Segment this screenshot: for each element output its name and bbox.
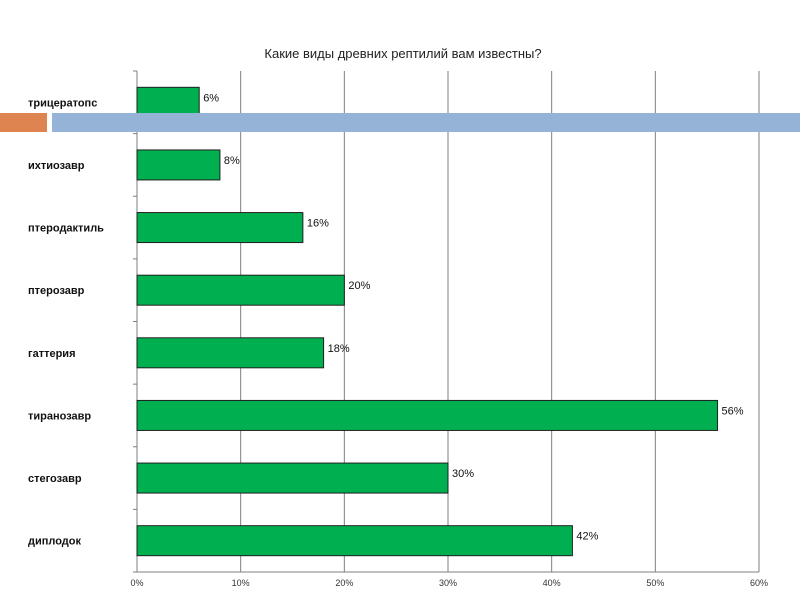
x-tick-label: 20% xyxy=(335,578,353,588)
accent-bar-blue xyxy=(52,113,800,132)
category-label: трицератопс xyxy=(28,97,97,109)
value-label: 20% xyxy=(348,280,370,292)
category-label: птеродактиль xyxy=(28,223,104,235)
bar xyxy=(136,337,325,369)
x-axis-ticks: 0% 10% 20% 30% 40% 50% 60% xyxy=(130,578,768,588)
x-tick-label: 40% xyxy=(543,578,561,588)
grid-lines xyxy=(133,70,760,573)
value-label: 42% xyxy=(576,531,598,543)
value-label: 8% xyxy=(224,155,240,167)
value-labels: 6% 8% 16% 20% 18% 56% 30% 42% xyxy=(203,92,744,542)
x-tick-label: 60% xyxy=(750,578,768,588)
category-label: ихтиозавр xyxy=(28,160,85,172)
category-label: птерозавр xyxy=(28,285,85,297)
value-label: 16% xyxy=(307,218,329,230)
chart-title: Какие виды древних рептилий вам известны… xyxy=(264,46,541,61)
value-label: 18% xyxy=(328,343,350,355)
category-labels: трицератопс ихтиозавр птеродактиль птерозав… xyxy=(28,97,104,547)
bar xyxy=(136,149,221,181)
bar xyxy=(136,212,304,244)
bars-group xyxy=(136,86,719,557)
accent-bar-orange xyxy=(0,113,47,132)
value-label: 30% xyxy=(452,468,474,480)
bar xyxy=(136,462,449,494)
value-label: 56% xyxy=(722,405,744,417)
category-label: стегозавр xyxy=(28,473,82,485)
value-label: 6% xyxy=(203,92,219,104)
category-label: тиранозавр xyxy=(28,410,91,422)
category-label: диплодок xyxy=(28,536,82,548)
bar xyxy=(136,86,200,118)
category-label: гаттерия xyxy=(28,348,76,360)
bar xyxy=(136,274,345,306)
bar xyxy=(136,525,573,557)
x-tick-label: 30% xyxy=(439,578,457,588)
x-tick-label: 0% xyxy=(130,578,143,588)
x-tick-label: 50% xyxy=(646,578,664,588)
x-tick-label: 10% xyxy=(232,578,250,588)
bar xyxy=(136,399,719,431)
